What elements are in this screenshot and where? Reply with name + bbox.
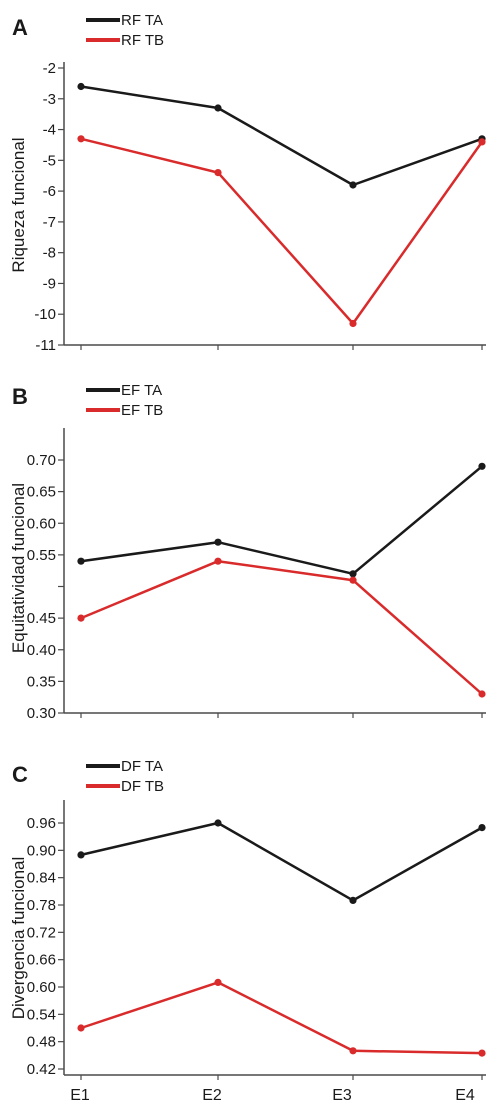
x-category-label: E3 <box>332 1087 352 1104</box>
y-tick-label: 0.30 <box>27 705 56 722</box>
series-line-tb <box>80 137 484 325</box>
y-axis-label: Divergencia funcional <box>9 857 28 1020</box>
y-tick-label: -2 <box>43 60 56 77</box>
y-tick-label: -3 <box>43 91 56 108</box>
data-point <box>214 978 222 987</box>
y-tick-label: -5 <box>43 152 56 169</box>
y-tick-label: 0.54 <box>27 1006 56 1023</box>
data-point <box>77 1024 85 1032</box>
y-tick-label: 0.35 <box>27 673 56 690</box>
y-tick-label: -9 <box>43 275 56 292</box>
y-tick-label: -10 <box>34 306 56 323</box>
y-axis-label: Equitatividad funcional <box>9 483 28 653</box>
y-tick-label: -8 <box>43 245 56 262</box>
data-point <box>214 169 222 177</box>
data-point <box>478 138 486 146</box>
panel-c: C DF TA DF TB Divergencia funcional 0.96 0.90… <box>9 758 486 1104</box>
data-point <box>349 1047 357 1055</box>
legend-label: RF TB <box>121 32 164 49</box>
legend-label: EF TA <box>121 382 162 399</box>
data-point <box>349 896 357 905</box>
y-tick-label: -7 <box>43 214 56 231</box>
panel-letter: C <box>12 762 28 787</box>
data-point <box>478 1049 486 1057</box>
x-category-label: E4 <box>455 1087 475 1104</box>
data-point <box>214 557 222 565</box>
data-point <box>349 576 357 584</box>
x-category-label: E1 <box>70 1087 90 1104</box>
legend-label: EF TB <box>121 402 163 419</box>
series-line-tb <box>80 981 483 1055</box>
panel-a: A RF TA RF TB Riqueza funcional -2 -3 -4 -5 -6 -7… <box>9 12 486 354</box>
legend-label: DF TB <box>121 778 164 795</box>
y-tick-label: -4 <box>43 122 56 139</box>
panel-letter: A <box>12 15 28 40</box>
x-category-label: E2 <box>202 1087 222 1104</box>
y-tick-label: 0.55 <box>27 547 56 564</box>
y-tick-label: 0.90 <box>27 842 56 859</box>
series-line-tb <box>80 559 483 695</box>
y-tick-label: 0.96 <box>27 815 56 832</box>
data-point <box>77 557 85 565</box>
panel-b: B EF TA EF TB Equitatividad funcional 0.70 0.… <box>9 382 486 722</box>
y-axis-label: Riqueza funcional <box>9 137 28 272</box>
data-point <box>214 104 222 112</box>
panel-letter: B <box>12 384 28 409</box>
y-tick-label: 0.60 <box>27 979 56 996</box>
y-tick-label: 0.65 <box>27 484 56 501</box>
y-tick-label: 0.72 <box>27 924 56 941</box>
data-point <box>77 135 85 143</box>
data-point <box>77 614 85 622</box>
y-tick-label: 0.66 <box>27 952 56 969</box>
data-point <box>478 462 486 470</box>
series-line-ta <box>80 821 483 902</box>
y-tick-label: 0.70 <box>27 452 56 469</box>
y-tick-label: 0.45 <box>27 610 56 627</box>
series-line-ta <box>80 465 483 576</box>
y-tick-label: 0.48 <box>27 1034 56 1051</box>
y-tick-label: 0.84 <box>27 870 56 887</box>
legend-label: RF TA <box>121 12 163 29</box>
y-tick-label: 0.40 <box>27 642 56 659</box>
legend-label: DF TA <box>121 758 163 775</box>
data-point <box>77 82 85 91</box>
y-tick-label: -11 <box>35 337 56 354</box>
data-point <box>349 570 357 578</box>
y-tick-label: 0.60 <box>27 515 56 532</box>
data-point <box>214 819 222 827</box>
y-tick-label: 0.42 <box>27 1061 56 1078</box>
data-point <box>77 851 85 859</box>
series-line-ta <box>80 85 483 187</box>
data-point <box>349 319 357 328</box>
y-tick-label: -6 <box>43 183 56 200</box>
data-point <box>349 181 357 189</box>
data-point <box>478 690 486 698</box>
data-point <box>214 538 222 546</box>
data-point <box>478 824 486 832</box>
y-tick-label: 0.78 <box>27 897 56 914</box>
